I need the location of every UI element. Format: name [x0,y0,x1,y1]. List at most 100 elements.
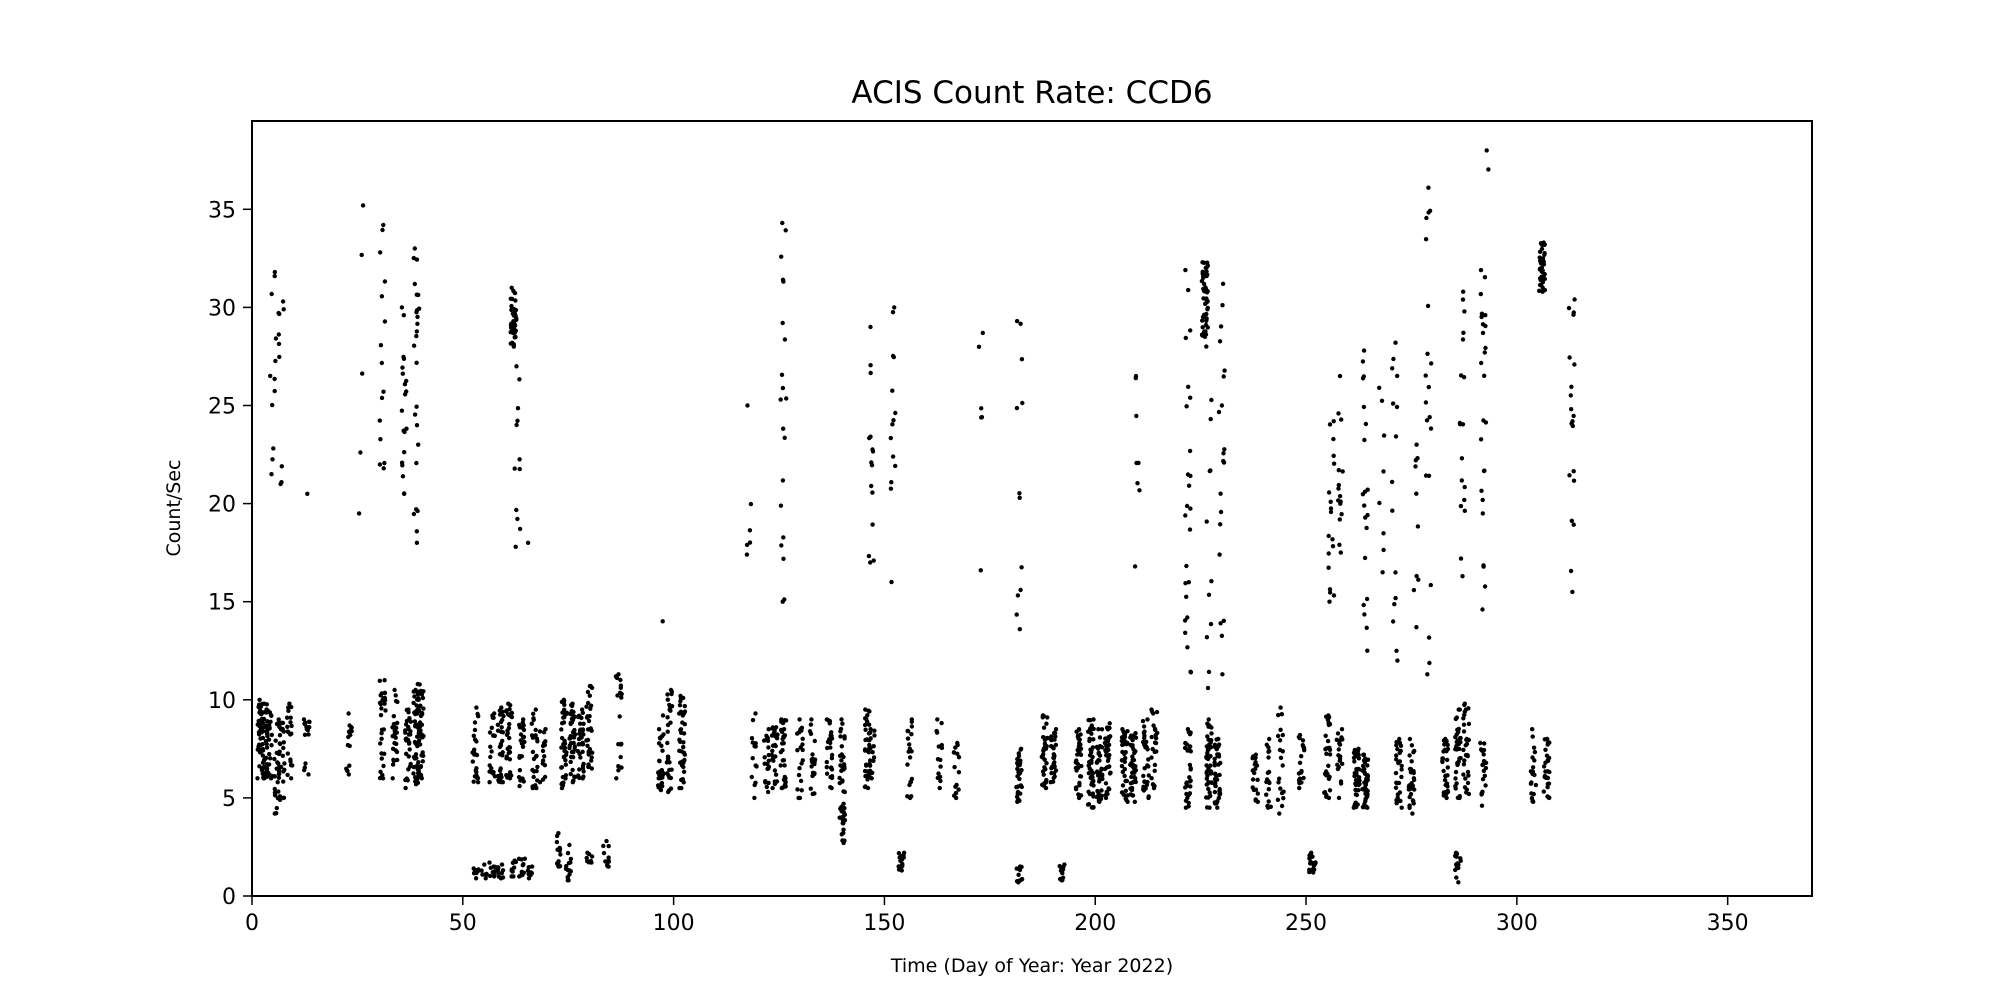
data-point [765,735,770,741]
data-point [500,875,506,880]
y-axis-label: Count/Sec [163,459,185,556]
data-point [264,766,270,771]
data-point [1399,805,1404,810]
data-point [1041,735,1046,740]
data-point [1133,373,1139,379]
data-point [400,371,405,376]
data-point [416,760,421,765]
data-point [1201,281,1207,287]
data-point [1407,766,1413,772]
x-axis-label: Time (Day of Year: Year 2022) [890,955,1173,977]
data-point [266,762,272,767]
data-point [346,711,351,716]
data-point [782,763,787,768]
data-point [1043,767,1048,772]
data-point [1204,805,1210,810]
data-point [513,298,518,303]
data-point [1016,872,1021,877]
data-point [1453,716,1459,722]
data-point [521,717,526,722]
data-point [1479,488,1484,493]
data-point [1253,797,1258,802]
data-point [657,758,662,763]
data-point [379,395,385,401]
data-point [404,718,410,724]
data-point [391,721,397,727]
data-point [1530,727,1535,732]
data-point [979,406,984,411]
data-point [1074,768,1079,773]
data-point [1462,309,1467,314]
data-point [580,763,586,769]
data-point [1043,745,1048,750]
data-point [399,408,405,413]
data-point [795,748,800,753]
data-point [1547,769,1552,775]
data-point [540,748,546,754]
data-point [905,762,910,767]
data-point [305,491,310,496]
data-point [1457,794,1463,799]
data-point [1044,735,1050,741]
data-point [1051,755,1057,761]
data-point [1050,744,1055,750]
data-point [890,422,895,427]
data-point [1188,767,1193,772]
data-point [382,701,387,706]
data-point [499,775,504,780]
data-point [1336,498,1341,503]
data-point [505,773,510,778]
data-point [1478,747,1484,752]
data-point [1204,269,1209,274]
data-point [812,757,818,762]
data-point [769,733,775,738]
data-point [1017,776,1022,782]
data-point [280,753,285,758]
data-point [869,460,874,465]
data-point [762,755,767,760]
data-point [1096,791,1101,796]
data-point [257,697,262,702]
data-point [268,756,273,761]
data-point [1277,738,1283,743]
data-point [586,764,591,770]
data-point [1134,413,1139,419]
data-point [307,725,312,730]
data-point [1328,509,1334,515]
data-point [1356,746,1361,751]
data-point [1089,805,1095,810]
data-point [667,702,672,708]
data-point [892,305,897,310]
data-point [514,422,519,428]
data-point [1128,781,1134,786]
data-point [517,768,523,773]
data-point [1205,685,1211,691]
data-point [1275,733,1281,739]
data-point [556,831,561,836]
data-point [1185,615,1190,620]
data-point [508,325,514,330]
data-point [514,317,519,322]
data-point [412,719,418,724]
data-point [1142,766,1147,771]
data-point [1279,712,1285,717]
data-point [288,720,293,725]
data-point [682,752,687,757]
data-point [665,692,670,697]
data-point [1322,790,1328,795]
data-point [1479,803,1485,808]
data-point [1204,770,1209,776]
data-point [401,491,407,496]
data-point [868,758,873,763]
data-point [1353,792,1359,797]
data-point [515,516,520,522]
data-point [1185,645,1190,650]
data-point [749,774,754,780]
data-point [839,717,844,722]
data-point [537,780,543,785]
data-point [414,404,419,409]
data-point [1213,801,1218,806]
data-point [570,730,576,735]
data-point [773,725,779,730]
data-point [1394,648,1399,653]
